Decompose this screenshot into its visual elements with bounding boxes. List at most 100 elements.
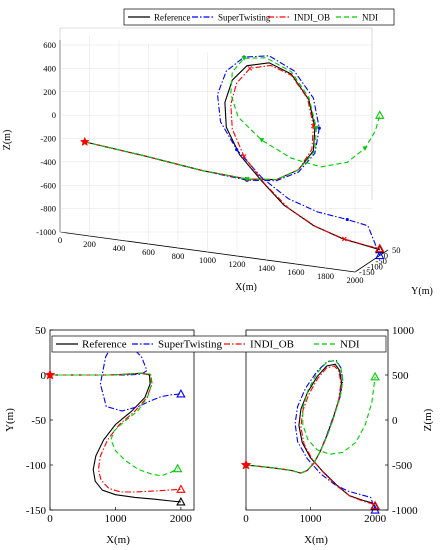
panel-xz-y-tick-label: -1000 [392, 505, 418, 517]
panel-3d-supertwisting-end-triangle [375, 250, 385, 260]
panel-3d-supertwisting-marker [235, 148, 239, 152]
panel-xy-reference-line [50, 372, 181, 503]
panel-xz-ndi-line [245, 360, 376, 474]
legend-bottom: Reference SuperTwisting INDI_OB NDI [51, 335, 387, 353]
panel-xy-start-star [44, 369, 56, 380]
legend-label-ndi: NDI [340, 339, 360, 351]
panel-xz: 0 1000 2000 1000 500 0 -500 -1000 X(m) Z(m) [240, 325, 434, 546]
panel-xy-x-tick-label: 0 [47, 513, 53, 525]
panel-3d-zlabel: Z(m) [2, 130, 13, 151]
panel-3d-z-tick-label: 200 [43, 87, 56, 97]
panel-3d-x-tick-label: 1400 [258, 263, 275, 273]
panel-xy-y-tick-label: -150 [26, 505, 47, 517]
panel-xz-frame [245, 329, 389, 511]
legend-top-box [123, 8, 395, 26]
panel-3d-indi-ob-line [84, 64, 380, 250]
legend-top-entries: Reference SuperTwisting INDI_OB NDI [128, 13, 378, 23]
panel-xz-y-tick-label: 500 [392, 370, 409, 382]
panel-3d-indi-ob-marker [241, 154, 247, 159]
panel-3d-ndi-marker [259, 138, 265, 143]
panel-xy-ticks: 0 1000 2000 50 0 -50 -100 -150 [26, 325, 193, 525]
panel-xy-y-tick-label: -100 [26, 460, 47, 472]
panel-3d-start-star [79, 136, 90, 147]
legend-top: Reference SuperTwisting INDI_OB NDI [123, 8, 395, 26]
panel-3d-xlabel: X(m) [235, 282, 257, 293]
panel-3d-ndi-marker [241, 56, 247, 61]
panel-3d-z-tick-label: -200 [40, 134, 56, 144]
panel-3d-indi-ob-marker [311, 123, 316, 129]
panel-xy-frame [49, 329, 195, 511]
panel-3d-x-tick-label: 2000 [347, 275, 364, 285]
panel-xz-x-tick-label: 0 [243, 513, 249, 525]
panel-xz-y-tick-label: 1000 [392, 325, 415, 337]
panel-3d-x-tick-label: 1800 [317, 271, 334, 281]
panel-3d-indi-ob-marker [341, 236, 347, 242]
legend-bottom-entries: Reference SuperTwisting INDI_OB NDI [56, 339, 360, 351]
panel-3d-ndi-marker [362, 146, 368, 151]
panel-3d-indi-ob-marker [247, 66, 253, 71]
panel-xz-indi-ob-end-triangle [370, 500, 380, 510]
panel-xy-indi-ob-line [50, 372, 181, 493]
panel-3d-z-tick-label: 400 [43, 63, 56, 73]
panel-xz-y-tick-label: 0 [392, 415, 398, 427]
panel-3d-y-tick-label: -100 [367, 262, 383, 272]
panel-xy-y-tick-label: 0 [41, 370, 47, 382]
panel-3d-ylabel: Y(m) [411, 286, 433, 297]
panel-xz-indi-ob-line [245, 365, 376, 506]
legend-label-ndi: NDI [362, 13, 378, 23]
panel-xz-start-star [240, 459, 252, 470]
panel-xy-x-tick-label: 2000 [170, 513, 193, 525]
panel-xz-x-tick-label: 1000 [300, 513, 323, 525]
legend-label-reference: Reference [154, 13, 190, 23]
panel-3d-x-tick-label: 1600 [288, 267, 305, 277]
panel-3d-y-tick-label: 0 [384, 251, 388, 261]
panel-3d-ndi-end-triangle [375, 110, 385, 119]
panel-3d-x-tick-label: 0 [58, 235, 62, 245]
panel-3d-reference-line [84, 62, 380, 251]
panel-xy-y-tick-label: -50 [31, 415, 46, 427]
panel-xy-x-tick-label: 1000 [104, 513, 127, 525]
panel-3d-y-axis-line [354, 249, 389, 273]
legend-label-supertwisting: SuperTwisting [218, 13, 271, 23]
panel-xy-indi-ob-end-triangle [176, 484, 186, 493]
legend-label-supertwisting: SuperTwisting [158, 339, 223, 351]
panel-3d-supertwisting-marker [317, 126, 321, 130]
legend-label-indi-ob: INDI_OB [294, 13, 330, 23]
legend-label-reference: Reference [82, 339, 127, 351]
panel-3d-ndi-line [84, 57, 381, 181]
panel-3d-supertwisting-marker [345, 217, 349, 222]
panel-xy: 0 1000 2000 50 0 -50 -100 -150 X(m) Y(m) [4, 325, 195, 546]
panel-xy-reference-end-triangle [176, 496, 186, 506]
panel-3d-z-tick-label: 0 [52, 110, 56, 120]
panel-3d-back-frame [59, 27, 373, 230]
panel-3d-y-tick-label: -150 [359, 267, 375, 277]
panel-xz-ndi-end-triangle [370, 371, 380, 381]
panel-3d-x-tick-label: 200 [83, 239, 96, 249]
legend-bottom-box [51, 335, 387, 353]
panel-xz-ylabel: Z(m) [422, 408, 434, 431]
panel-3d-series [79, 55, 385, 260]
panel-xz-series [240, 360, 380, 514]
panel-xz-ticks: 0 1000 2000 1000 500 0 -500 -1000 [243, 325, 418, 525]
panel-xy-ndi-line [50, 372, 178, 477]
panel-3d-x-tick-label: 800 [172, 251, 185, 261]
panel-3d-x-tick-label: 400 [113, 243, 126, 253]
legend-label-indi-ob: INDI_OB [250, 339, 294, 351]
panel-3d-ndi-marker [313, 125, 319, 131]
panel-3d-z-tick-label: -400 [40, 157, 56, 167]
panel-3d-z-tick-label: 600 [43, 40, 56, 50]
panel-3d-indi-ob-end-triangle [375, 243, 385, 253]
panel-xy-xlabel: X(m) [106, 534, 130, 546]
panel-xy-y-tick-label: 50 [35, 325, 47, 337]
panel-3d-supertwisting-line [84, 55, 381, 256]
panel-xz-supertwisting-end-triangle [370, 505, 380, 514]
panel-xy-ndi-end-triangle [172, 463, 183, 473]
panel-xy-ylabel: Y(m) [4, 408, 16, 432]
panel-3d-y-tick-label: -50 [376, 256, 387, 266]
panel-3d-x-tick-label: 1000 [199, 255, 216, 265]
panel-3d-ndi-marker [244, 177, 250, 182]
panel-3d-y-tick-label: 50 [392, 245, 401, 255]
panel-3d-z-tick-label: -600 [40, 180, 56, 190]
